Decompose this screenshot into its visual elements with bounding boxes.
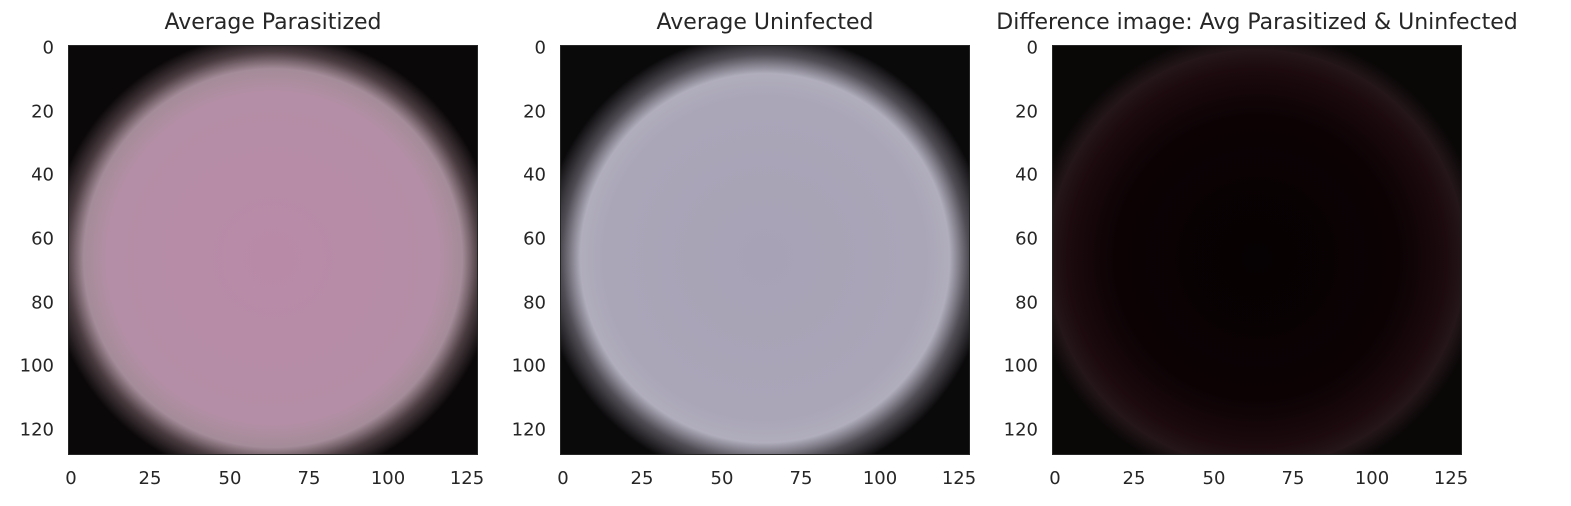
- y-tick-label: 100: [1003, 355, 1038, 377]
- x-tick-label: 100: [370, 468, 406, 489]
- chart-panel-uninfected: Average Uninfected 0 20 40 60 80 100 120…: [492, 0, 1012, 506]
- x-tick-label: 100: [862, 468, 898, 489]
- y-tick-label: 40: [31, 164, 54, 186]
- chart-title: Average Uninfected: [656, 10, 874, 35]
- y-tick-label: 80: [31, 292, 54, 314]
- y-tick-label: 100: [511, 355, 546, 377]
- y-tick-label: 0: [1026, 37, 1038, 59]
- y-tick-label: 120: [511, 419, 546, 441]
- y-tick-label: 40: [1015, 164, 1038, 186]
- y-tick-label: 60: [31, 228, 54, 250]
- x-tick-label: 50: [218, 468, 242, 489]
- y-tick-label: 20: [1015, 101, 1038, 123]
- x-tick-label: 100: [1354, 468, 1390, 489]
- x-tick-label: 0: [65, 468, 77, 489]
- y-tick-label: 20: [523, 101, 546, 123]
- y-tick-label: 100: [19, 355, 54, 377]
- chart-panel-difference: Difference image: Avg Parasitized & Unin…: [984, 0, 1517, 506]
- y-tick-label: 120: [1003, 419, 1038, 441]
- x-tick-label: 125: [1433, 468, 1469, 489]
- chart-panel-parasitized: Average Parasitized 0 20 40 60 80 100 12…: [0, 0, 520, 506]
- x-tick-label: 25: [138, 468, 162, 489]
- x-tick-label: 50: [1202, 468, 1226, 489]
- y-tick-label: 20: [31, 101, 54, 123]
- x-tick-label: 50: [710, 468, 734, 489]
- x-tick-label: 75: [789, 468, 813, 489]
- x-tick-label: 125: [449, 468, 485, 489]
- average-uninfected-image: [561, 46, 969, 454]
- y-tick-label: 0: [42, 37, 54, 59]
- x-tick-label: 0: [1049, 468, 1061, 489]
- y-tick-label: 120: [19, 419, 54, 441]
- x-tick-label: 0: [557, 468, 569, 489]
- x-tick-label: 75: [1281, 468, 1305, 489]
- y-tick-label: 0: [534, 37, 546, 59]
- difference-image: [1053, 46, 1461, 454]
- chart-title: Average Parasitized: [164, 10, 382, 35]
- image-plot-area: [68, 45, 478, 455]
- x-tick-label: 75: [297, 468, 321, 489]
- y-tick-label: 80: [1015, 292, 1038, 314]
- x-tick-label: 125: [941, 468, 977, 489]
- chart-title: Difference image: Avg Parasitized & Unin…: [996, 10, 1518, 35]
- x-tick-label: 25: [1122, 468, 1146, 489]
- y-tick-label: 60: [523, 228, 546, 250]
- image-plot-area: [560, 45, 970, 455]
- average-parasitized-image: [69, 46, 477, 454]
- y-tick-label: 80: [523, 292, 546, 314]
- y-tick-label: 60: [1015, 228, 1038, 250]
- image-plot-area: [1052, 45, 1462, 455]
- y-tick-label: 40: [523, 164, 546, 186]
- x-tick-label: 25: [630, 468, 654, 489]
